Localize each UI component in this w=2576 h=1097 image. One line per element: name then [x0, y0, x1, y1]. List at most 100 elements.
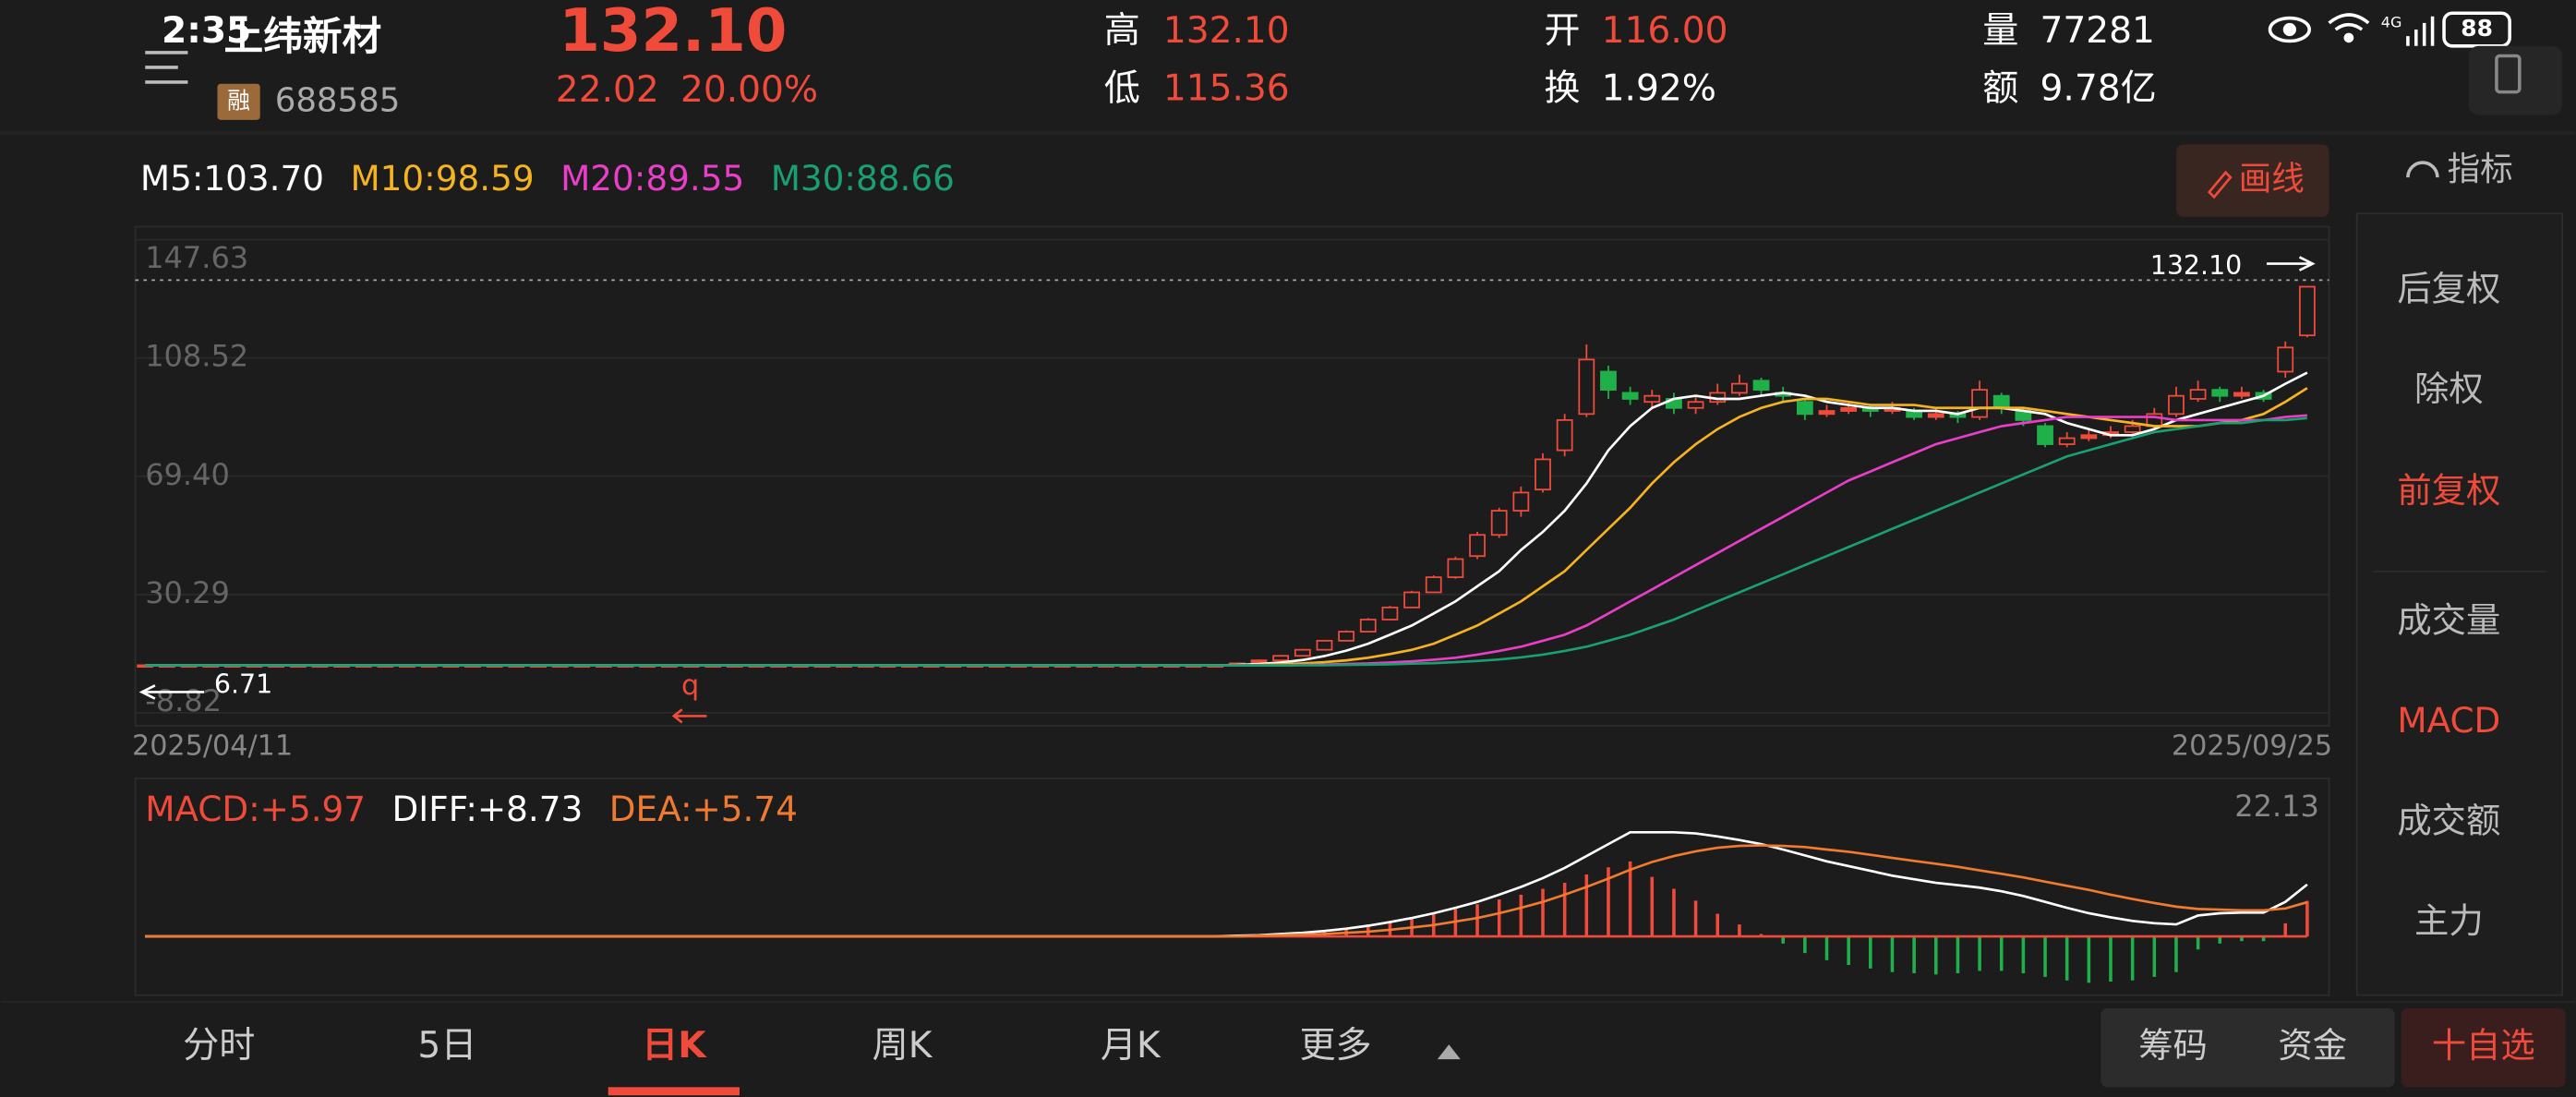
quote-amount-label: 额	[1982, 67, 2018, 109]
candle-body	[1621, 392, 1639, 400]
quote-turnover: 1.92%	[1602, 67, 1716, 109]
change-pct: 20.00%	[680, 69, 818, 111]
quote-high: 132.10	[1163, 10, 1290, 52]
ma-legend: M30:88.66	[771, 158, 955, 199]
candle-body	[1752, 380, 1770, 392]
y-tick-label: 69.40	[145, 457, 230, 492]
candle-body	[1687, 401, 1704, 409]
candle-body	[1272, 655, 1290, 662]
status-time: 2:35	[162, 10, 251, 52]
bottom-tab[interactable]: 周K	[873, 1025, 933, 1067]
ma-legend: M20:89.55	[560, 158, 744, 199]
y-tick-label: 22.13	[2234, 789, 2319, 824]
y-tick-label: 147.63	[145, 240, 248, 275]
quote-volume-label: 量	[1982, 10, 2018, 52]
side-menu-item[interactable]: 除权	[2414, 368, 2484, 409]
status-battery: 88	[2461, 15, 2493, 42]
candle-body	[1578, 358, 1595, 416]
side-menu-item[interactable]: 成交额	[2397, 801, 2500, 841]
ma-line	[145, 416, 2307, 667]
quote-low: 115.36	[1163, 67, 1290, 109]
candle-body	[2080, 434, 2098, 440]
bottom-button[interactable]: 十自选	[2432, 1025, 2535, 1066]
side-menu-item[interactable]: 主力	[2414, 900, 2484, 941]
high-marker-label: 132.10	[2150, 250, 2243, 281]
side-menu-item[interactable]: 后复权	[2397, 268, 2500, 308]
bottom-tab[interactable]: 日K	[642, 1025, 707, 1067]
badge-bg	[217, 83, 260, 120]
draw-label[interactable]: 画线	[2239, 161, 2305, 199]
candle-body	[1643, 394, 1661, 404]
badge: 融	[227, 87, 250, 114]
candle-body	[1381, 606, 1399, 621]
status-icons	[2268, 11, 2511, 48]
candle-body	[1535, 458, 1551, 491]
candle-body	[2058, 437, 2076, 445]
candle-body	[1818, 410, 1836, 416]
candle-body	[2168, 394, 2185, 416]
candle-body	[1840, 406, 1858, 412]
pencil-icon	[2207, 170, 2233, 199]
candle-body	[1512, 491, 1530, 512]
macd-legend: DIFF:+8.73	[392, 789, 584, 829]
candle-body	[1447, 558, 1464, 579]
bottom-button[interactable]: 资金	[2278, 1025, 2347, 1066]
side-menu-item[interactable]: MACD	[2397, 700, 2500, 741]
marker-text: q	[681, 669, 699, 702]
candle-body	[1600, 370, 1617, 392]
candle-body	[2189, 389, 2207, 400]
side-menu-item[interactable]: 前复权	[2397, 470, 2500, 511]
quote-low-label: 低	[1104, 67, 1140, 109]
macd-legend: MACD:+5.97	[145, 789, 366, 829]
quote-amount: 9.78亿	[2040, 67, 2157, 109]
menu-icon[interactable]	[145, 51, 188, 84]
quote-volume: 77281	[2040, 10, 2155, 52]
price: 132.10	[559, 0, 787, 66]
candle-body	[2037, 425, 2053, 445]
indicator-label: 指标	[2448, 151, 2513, 188]
marker-arrow	[671, 708, 707, 724]
bottom-button[interactable]: 筹码	[2138, 1025, 2208, 1066]
high-marker-arrow	[2266, 256, 2316, 271]
bottom-tab[interactable]: 5日	[417, 1025, 476, 1067]
ma-legend: M10:98.59	[350, 158, 534, 199]
stock-name: 上纬新材	[224, 14, 382, 60]
candle-body	[1294, 648, 1311, 657]
quote-high-label: 高	[1104, 10, 1140, 52]
candle-body	[1359, 619, 1377, 633]
bottom-tab[interactable]: 分时	[183, 1025, 255, 1067]
bottom-tab[interactable]: 更多	[1299, 1025, 1371, 1067]
candle-body	[2211, 389, 2229, 397]
side-menu-item[interactable]: 成交量	[2397, 600, 2500, 641]
x-tick-label: 2025/09/25	[2172, 730, 2332, 763]
low-marker-label: 6.71	[214, 669, 272, 699]
candle-body	[1556, 418, 1573, 452]
y-tick-label: -8.82	[145, 683, 222, 718]
more-arrow[interactable]	[1437, 1044, 1461, 1060]
tab-underline	[608, 1087, 740, 1096]
macd-frame	[134, 778, 2330, 996]
tool-buttons-bg	[2101, 1007, 2395, 1088]
y-tick-label: 30.29	[145, 575, 230, 610]
candle-body	[2298, 285, 2316, 337]
candle-body	[1927, 413, 1944, 418]
candle-body	[1469, 534, 1486, 558]
macd-legend: DEA:+5.74	[609, 789, 798, 829]
draw-button[interactable]	[2176, 144, 2329, 217]
quote-open: 116.00	[1602, 10, 1728, 52]
x-tick-label: 2025/04/11	[132, 730, 293, 763]
candle-body	[2233, 392, 2250, 397]
candle-body	[1731, 382, 1748, 394]
low-marker-arrow	[138, 684, 205, 700]
candle-body	[1403, 591, 1420, 609]
candle-body	[1316, 639, 1333, 651]
side-panel	[2355, 212, 2563, 996]
phone-button[interactable]	[2468, 45, 2563, 115]
bottom-tab[interactable]: 月K	[1101, 1025, 1162, 1067]
quote-turnover-label: 换	[1544, 67, 1580, 109]
header-divider	[0, 131, 2576, 135]
status-network: 4G	[2381, 13, 2402, 30]
